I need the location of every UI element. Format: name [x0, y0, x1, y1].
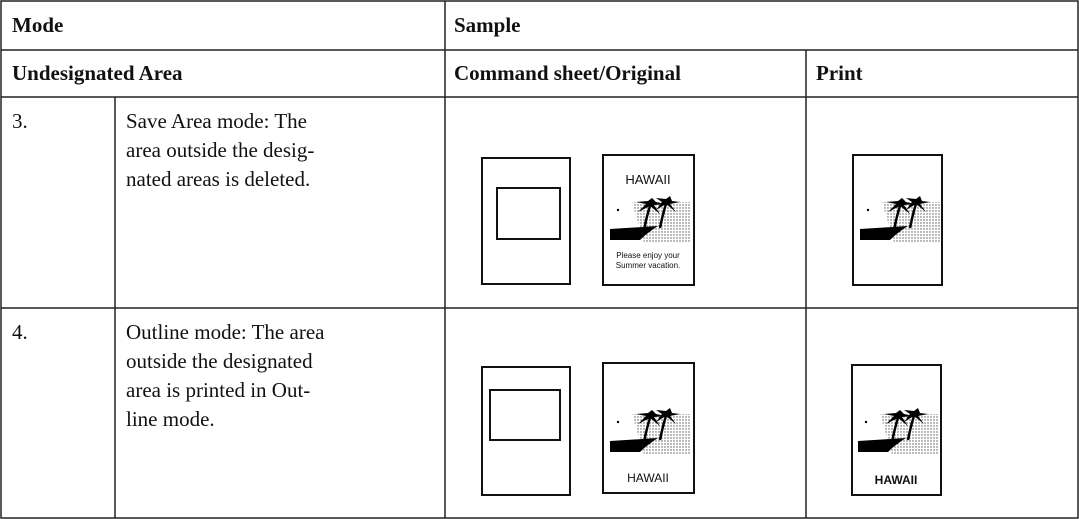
subheader-cell: Print	[816, 61, 863, 85]
description-line: area outside the desig-	[126, 138, 314, 162]
sheet-text: HAWAII	[625, 172, 670, 187]
description-line: area is printed in Out-	[126, 378, 310, 402]
print-sheet: HAWAII	[851, 364, 942, 496]
header-cell: Mode	[12, 13, 63, 37]
original-sheet: HAWAII	[602, 362, 695, 494]
command-sheet	[481, 366, 571, 496]
original-sheet: HAWAII Please enjoy your Summer vacation…	[602, 154, 695, 286]
sheet-text: Summer vacation.	[616, 261, 680, 270]
header-cell: Sample	[454, 13, 521, 37]
subheader-cell: Command sheet/Original	[454, 61, 681, 85]
description-line: nated areas is deleted.	[126, 167, 310, 191]
description-line: line mode.	[126, 407, 215, 431]
row-number: 4.	[12, 320, 28, 344]
description-line: Save Area mode: The	[126, 109, 307, 133]
row-number: 3.	[12, 109, 28, 133]
sheet-text: HAWAII	[627, 471, 669, 485]
command-sheet	[481, 157, 571, 285]
subheader-cell: Undesignated Area	[12, 61, 183, 85]
sheet-text: HAWAII	[875, 473, 918, 487]
description-line: outside the designated	[126, 349, 313, 373]
sheet-text: Please enjoy your	[616, 251, 680, 260]
print-sheet	[852, 154, 943, 286]
description-line: Outline mode: The area	[126, 320, 325, 344]
